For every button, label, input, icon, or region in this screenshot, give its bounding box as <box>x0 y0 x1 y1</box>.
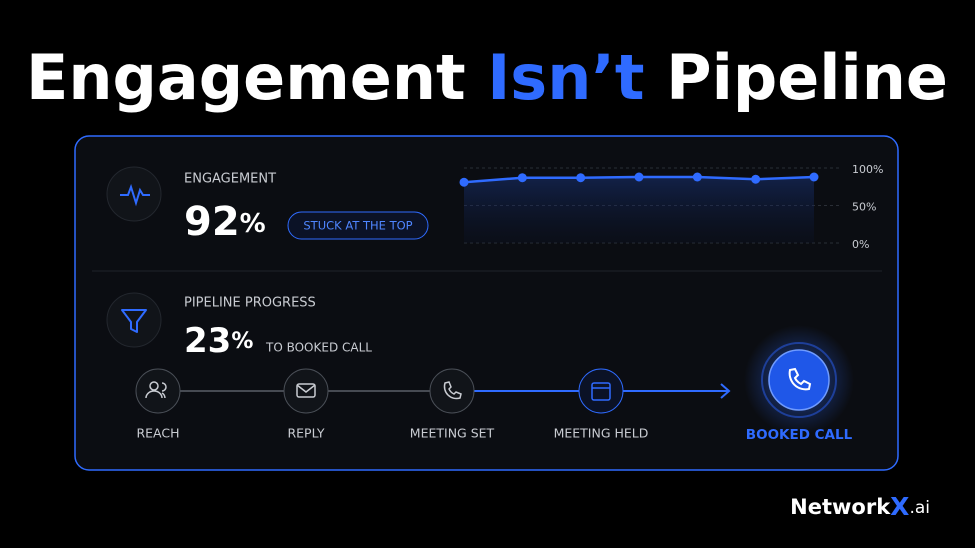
badge-text: STUCK AT THE TOP <box>303 219 412 233</box>
calendar-icon <box>591 382 611 401</box>
step-ring <box>761 342 837 418</box>
badge <box>287 211 429 240</box>
title: Engagement Isn’t Pipeline <box>26 41 948 114</box>
title-post: Pipeline <box>666 41 948 114</box>
step-label: MEETING HELD <box>554 426 649 441</box>
phone-icon <box>443 381 462 400</box>
pipeline-unit: % <box>231 329 253 354</box>
engagement-number: 92 <box>184 199 240 245</box>
step-circle-active <box>768 349 830 411</box>
step-circle <box>283 368 329 414</box>
mail-icon <box>296 384 316 393</box>
mini-chart: 0% 50% 100% <box>459 163 883 251</box>
brand: NetworkX.ai <box>790 492 930 521</box>
pipeline-suffix: TO BOOKED CALL <box>265 341 372 355</box>
phone-icon <box>788 367 812 391</box>
mail-icon <box>296 383 316 398</box>
step-label: REPLY <box>287 426 324 441</box>
step-label-active: BOOKED CALL <box>746 427 853 443</box>
area <box>464 177 814 243</box>
point <box>751 174 761 184</box>
point <box>809 172 819 182</box>
point <box>634 172 644 182</box>
people-icon <box>149 381 159 391</box>
funnel-icon <box>121 309 147 333</box>
point <box>692 172 702 182</box>
point <box>459 177 469 187</box>
brand-mark: X <box>890 492 909 521</box>
brand-name: Network <box>790 495 891 519</box>
engagement-value: 92% <box>184 199 266 245</box>
step-circle <box>429 368 475 414</box>
step-circle <box>135 368 181 414</box>
engagement-unit: % <box>240 209 266 239</box>
pipeline-value: 23% <box>184 321 253 361</box>
y-tick-label: 50% <box>852 201 876 214</box>
step-label: REACH <box>136 426 179 441</box>
pipeline-number: 23 <box>184 321 231 361</box>
people-icon <box>145 382 167 399</box>
point <box>517 173 527 183</box>
pulse-icon <box>120 183 150 207</box>
point <box>576 173 586 183</box>
brand-suffix: .ai <box>909 498 930 518</box>
pipeline-label: PIPELINE PROGRESS <box>184 296 316 311</box>
pipeline-icon <box>106 292 162 348</box>
title-highlight: Isn’t <box>487 41 644 114</box>
step-label: MEETING SET <box>410 426 495 441</box>
arrow-head <box>720 383 731 399</box>
engagement-label: ENGAGEMENT <box>184 172 276 187</box>
y-tick-label: 100% <box>852 163 883 176</box>
title-pre: Engagement <box>26 41 466 114</box>
step-circle <box>578 368 624 414</box>
y-tick-label: 0% <box>852 238 869 251</box>
